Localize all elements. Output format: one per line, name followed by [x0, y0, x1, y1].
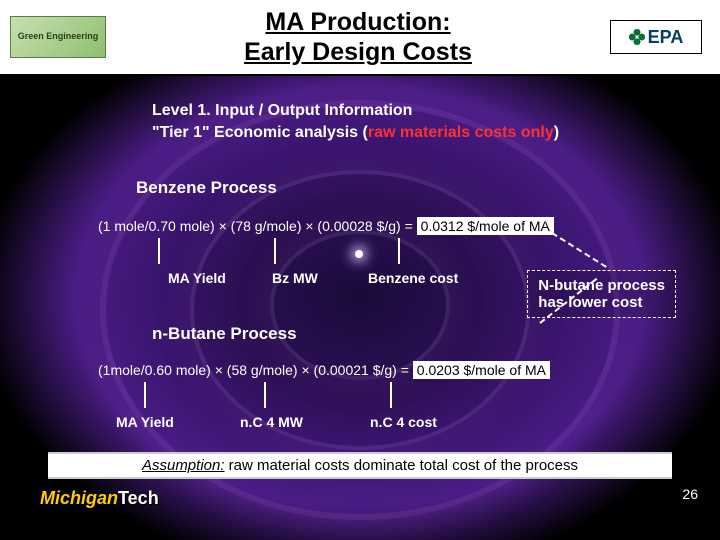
connector-bar [390, 382, 392, 408]
nbutane-result: 0.0203 $/mole of MA [413, 361, 550, 379]
assumption-label: Assumption: [142, 457, 225, 474]
connector-bar [274, 238, 276, 264]
header: Green Engineering MA Production: Early D… [0, 0, 720, 76]
nbutane-eq-prefix: (1mole/0.60 mole) × (58 g/mole) × (0.000… [98, 362, 413, 378]
benzene-cost-label: Benzene cost [368, 270, 458, 286]
epa-text: EPA [648, 27, 684, 48]
epa-flower-icon [629, 29, 645, 45]
callout-line1: N-butane process [538, 277, 665, 294]
benzene-eq-prefix: (1 mole/0.70 mole) × (78 g/mole) × (0.00… [98, 218, 417, 234]
michigan-text: Michigan [40, 488, 118, 508]
epa-logo: EPA [610, 20, 702, 54]
nbutane-yield-label: MA Yield [116, 414, 174, 430]
nbutane-mw-label: n.C 4 MW [240, 414, 303, 430]
green-engineering-logo: Green Engineering [10, 16, 106, 58]
level-info: Level 1. Input / Output Information "Tie… [152, 100, 559, 145]
title-line-2: Early Design Costs [244, 38, 472, 66]
michigan-tech-logo: MichiganTech [40, 488, 159, 509]
callout-line2: has lower cost [538, 294, 642, 311]
connector-bar [144, 382, 146, 408]
page-number: 26 [682, 486, 698, 502]
dashed-connector [551, 232, 606, 268]
title-line-1: MA Production: [265, 8, 450, 36]
nbutane-cost-label: n.C 4 cost [370, 414, 437, 430]
assumption-text: raw material costs dominate total cost o… [225, 457, 579, 474]
level-highlight: raw materials costs only [368, 124, 554, 141]
tech-text: Tech [118, 488, 159, 508]
level-line2-suffix: ) [554, 124, 559, 141]
connector-bar [158, 238, 160, 264]
level-line2-prefix: "Tier 1" Economic analysis ( [152, 124, 368, 141]
content-area: Level 1. Input / Output Information "Tie… [0, 92, 720, 540]
assumption-bar: Assumption: raw material costs dominate … [48, 452, 672, 479]
benzene-heading: Benzene Process [136, 178, 277, 198]
benzene-equation: (1 mole/0.70 mole) × (78 g/mole) × (0.00… [98, 218, 554, 234]
connector-bar [264, 382, 266, 408]
benzene-mw-label: Bz MW [272, 270, 318, 286]
nbutane-heading: n-Butane Process [152, 324, 297, 344]
connector-bar [398, 238, 400, 264]
nbutane-equation: (1mole/0.60 mole) × (58 g/mole) × (0.000… [98, 362, 550, 378]
benzene-result: 0.0312 $/mole of MA [417, 217, 554, 235]
slide-title: MA Production: Early Design Costs [106, 7, 610, 67]
callout-box: N-butane process has lower cost [527, 270, 676, 318]
slide: Green Engineering MA Production: Early D… [0, 0, 720, 540]
level-line1: Level 1. Input / Output Information [152, 102, 412, 119]
benzene-yield-label: MA Yield [168, 270, 226, 286]
